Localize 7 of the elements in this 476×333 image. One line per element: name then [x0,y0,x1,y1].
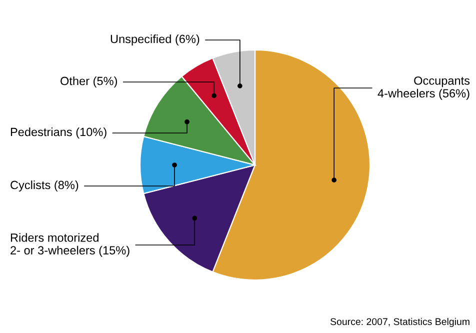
slice-label: Pedestrians (10%) [10,128,106,138]
slice-label: Riders motorized 2- or 3-wheelers (15%) [10,233,130,257]
slice-label: Unspecified (6%) [110,34,200,46]
slice-label: Cyclists (8%) [10,180,78,192]
slice-label: Occupants 4-wheelers (56%) [378,76,470,100]
source-note: Source: 2007, Statistics Belgium [330,318,470,327]
slice-label: Other (5%) [60,76,117,88]
